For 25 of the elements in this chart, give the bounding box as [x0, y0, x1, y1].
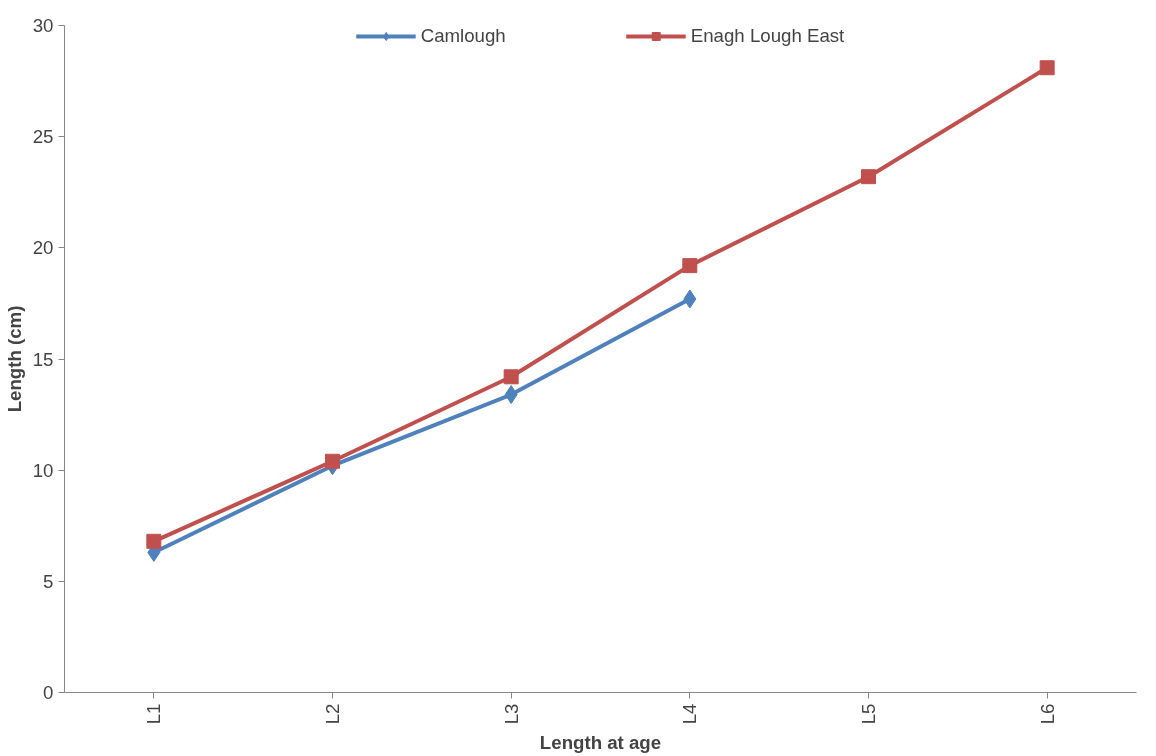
point [683, 289, 697, 309]
y-tick-label: 30 [32, 15, 54, 36]
x-tick-label: L2 [322, 703, 343, 725]
x-tick-label: L3 [500, 703, 522, 725]
y-axis-title: Length (cm) [3, 305, 25, 413]
y-tick-label: 5 [43, 570, 54, 592]
y-tick-label: 25 [32, 126, 54, 148]
y-tick-label: 10 [32, 459, 54, 481]
point [504, 385, 518, 405]
x-tick-label: L5 [858, 703, 879, 725]
x-tick-label: L4 [679, 703, 701, 725]
point [1039, 60, 1055, 76]
x-tick-label: L6 [1036, 703, 1058, 725]
y-tick-label: 15 [32, 348, 54, 370]
y-tick-label: 0 [43, 682, 54, 703]
point [682, 258, 698, 274]
point [503, 369, 519, 385]
x-axis-title: Length at age [539, 732, 662, 754]
y-tick-label: 20 [32, 237, 54, 259]
legend-label: Camlough [420, 25, 506, 47]
x-tick-label: L1 [143, 703, 165, 725]
point [861, 169, 876, 185]
point [325, 453, 340, 469]
legend-label: Enagh Lough East [690, 25, 845, 47]
point [146, 533, 162, 549]
